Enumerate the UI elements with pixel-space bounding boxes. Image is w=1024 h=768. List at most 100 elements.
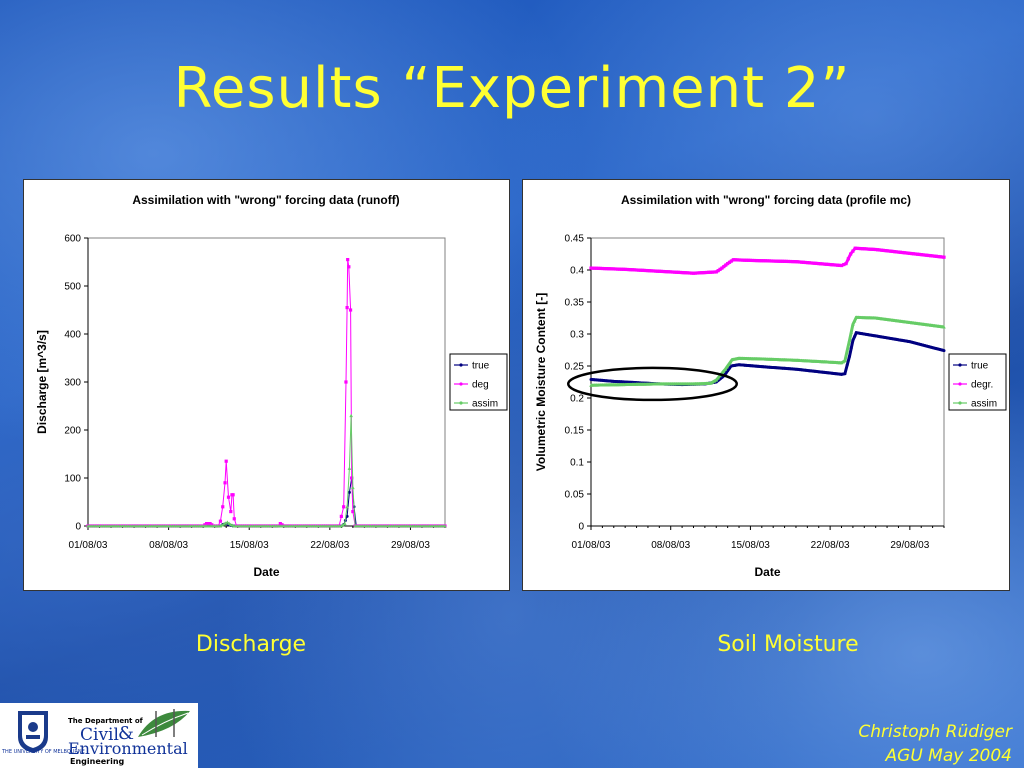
university-logo: THE UNIVERSITY OF MELBOURNE The Departme… — [0, 703, 198, 768]
series-point-degr — [932, 254, 937, 258]
series-point-degr — [894, 250, 899, 254]
series-point-degr — [708, 270, 713, 274]
series-point-assim — [726, 362, 731, 366]
legend-marker — [958, 401, 962, 405]
series-point-assim — [843, 359, 847, 363]
series-point-assim — [728, 360, 733, 364]
series-point-degr — [707, 270, 711, 274]
series-point-degr — [851, 249, 855, 253]
series-point-degr — [684, 271, 688, 275]
series-point-degr — [874, 247, 878, 252]
soil-moisture-chart: Assimilation with "wrong" forcing data (… — [534, 193, 1007, 579]
series-point-true — [843, 372, 847, 376]
melbourne-crest-icon — [18, 711, 48, 753]
series-point-degr — [629, 268, 633, 272]
series-point-degr — [680, 270, 684, 275]
legend-label: true — [472, 361, 490, 372]
series-point-degr — [619, 267, 623, 271]
series-point-deg — [345, 306, 349, 310]
y-axis-label: Discharge [m^3/s] — [35, 330, 49, 434]
y-tick-label: 500 — [64, 282, 81, 293]
y-tick-label: 0.2 — [570, 394, 584, 405]
series-point-degr — [602, 266, 606, 271]
series-point-degr — [703, 270, 707, 275]
series-point-degr — [598, 266, 603, 271]
series-point-true — [851, 338, 855, 342]
series-point-assim — [220, 523, 224, 527]
series-point-degr — [900, 250, 904, 255]
series-point-true — [727, 366, 731, 370]
series-point-degr — [652, 269, 656, 273]
series-point-assim — [714, 378, 719, 382]
series-point-degr — [648, 269, 652, 273]
series-point-degr — [741, 258, 745, 262]
series-point-degr — [718, 267, 722, 271]
x-tick-label: 08/08/03 — [651, 540, 690, 551]
series-point-deg — [206, 522, 210, 526]
series-point-assim — [852, 319, 857, 323]
series-point-degr — [915, 252, 920, 256]
series-point-degr — [777, 259, 781, 263]
series-point-degr — [782, 259, 787, 263]
series-point-degr — [627, 267, 631, 272]
series-point-true — [845, 363, 849, 367]
runoff-chart: Assimilation with "wrong" forcing data (… — [35, 193, 508, 579]
series-point-degr — [866, 247, 870, 251]
series-point-degr — [591, 266, 595, 270]
university-name: THE UNIVERSITY OF MELBOURNE — [2, 749, 85, 755]
series-point-degr — [669, 270, 673, 274]
legend-label: degr. — [971, 380, 993, 391]
series-point-assim — [845, 348, 850, 353]
series-point-degr — [686, 271, 690, 275]
series-point-degr — [720, 266, 724, 270]
series-point-degr — [872, 247, 876, 252]
series-point-degr — [716, 269, 720, 273]
series-point-degr — [634, 268, 639, 272]
series-point-degr — [844, 262, 848, 266]
series-point-assim — [839, 361, 844, 365]
series-point-degr — [889, 249, 893, 253]
series-point-degr — [855, 246, 859, 250]
series-point-degr — [608, 267, 612, 271]
series-point-degr — [929, 254, 933, 258]
legend-marker — [459, 382, 463, 386]
legend-marker — [459, 401, 463, 405]
series-point-deg — [347, 265, 351, 269]
series-point-degr — [697, 271, 701, 275]
y-axis-label: Volumetric Moisture Content [-] — [534, 293, 548, 471]
series-point-degr — [861, 247, 865, 251]
series-point-degr — [906, 251, 910, 255]
series-point-degr — [923, 253, 927, 257]
series-point-degr — [813, 261, 817, 265]
series-point-degr — [691, 271, 696, 275]
series-point-degr — [726, 262, 730, 266]
series-point-true — [726, 369, 730, 373]
series-point-degr — [735, 258, 739, 262]
series-point-degr — [693, 271, 697, 275]
series-point-degr — [722, 264, 726, 269]
series-point-degr — [688, 271, 692, 275]
legend-box — [948, 353, 1007, 411]
legend-label: true — [971, 361, 989, 372]
series-point-degr — [839, 263, 844, 268]
series-point-assim — [712, 379, 717, 383]
series-point-degr — [898, 250, 902, 254]
plot-area — [87, 237, 446, 527]
dept-environmental: Environmental — [68, 739, 188, 758]
series-point-degr — [767, 259, 771, 263]
series-point-degr — [642, 268, 646, 273]
series-point-degr — [775, 259, 779, 263]
series-point-degr — [896, 250, 901, 254]
series-point-degr — [790, 259, 794, 264]
series-point-degr — [743, 258, 747, 262]
x-axis-label: Date — [253, 565, 279, 579]
series-point-deg — [210, 523, 214, 527]
series-point-degr — [600, 266, 604, 271]
series-point-degr — [636, 268, 641, 272]
series-point-degr — [612, 267, 616, 271]
slide-title: Results “Experiment 2” — [173, 56, 851, 121]
series-point-degr — [623, 267, 627, 271]
series-point-degr — [927, 253, 931, 258]
series-point-degr — [760, 259, 764, 263]
series-point-degr — [596, 266, 601, 270]
